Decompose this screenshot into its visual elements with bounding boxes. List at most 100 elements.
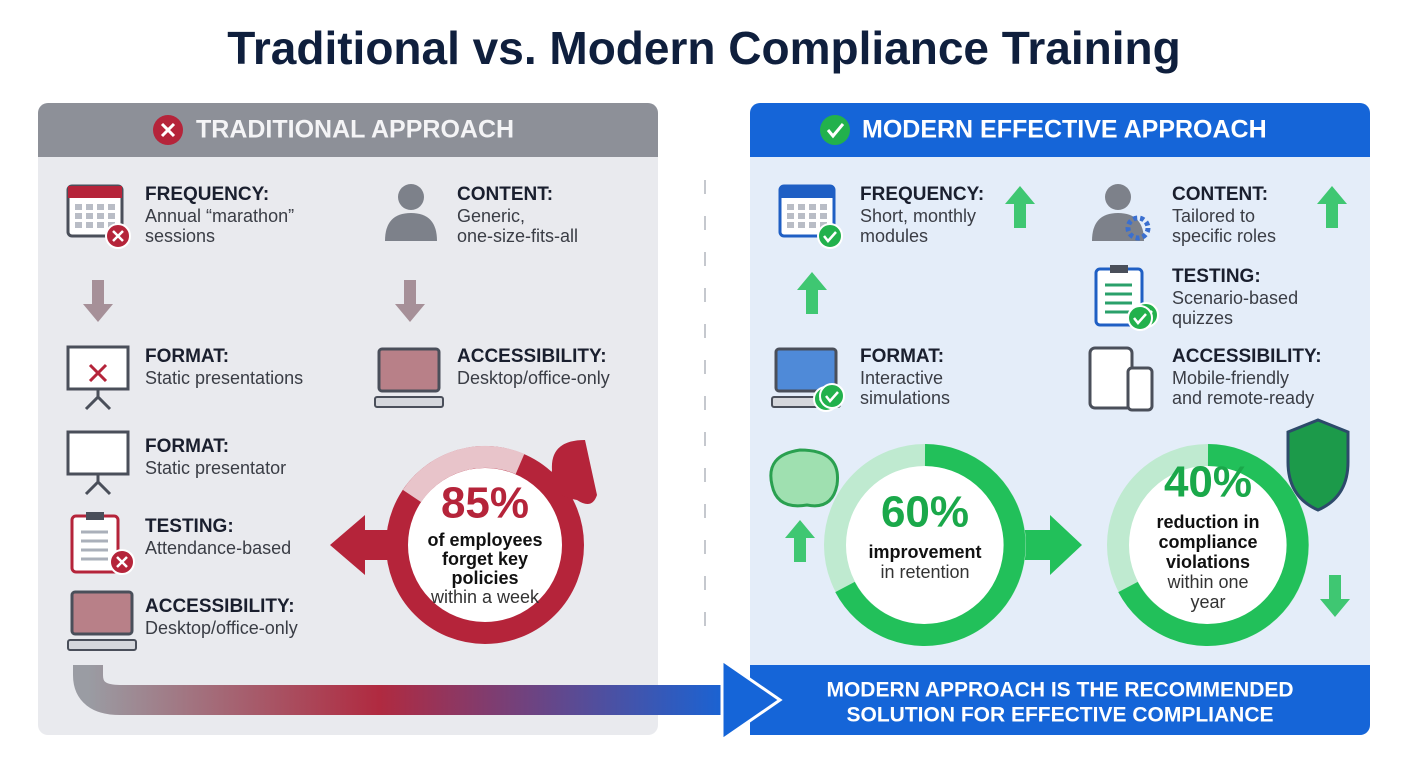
check-badge bbox=[825, 391, 839, 403]
item-text: Short, monthly bbox=[860, 206, 976, 226]
item-label: TESTING: bbox=[145, 516, 234, 537]
item-text: quizzes bbox=[1172, 308, 1233, 328]
stat-text: within one bbox=[1166, 572, 1248, 592]
stat-text: reduction in bbox=[1157, 512, 1260, 532]
check-badge bbox=[817, 223, 843, 249]
clipboard-icon bbox=[86, 512, 104, 520]
calendar-icon bbox=[68, 186, 122, 198]
phone-icon bbox=[1126, 366, 1154, 412]
item-text: Mobile-friendly bbox=[1172, 368, 1289, 388]
shield-icon bbox=[1286, 418, 1350, 512]
calendar-icon bbox=[787, 213, 794, 219]
item-text: Annual “marathon” bbox=[145, 206, 294, 226]
computer-icon bbox=[774, 347, 838, 393]
check-badge bbox=[823, 231, 837, 243]
stat-value: 85% bbox=[441, 479, 529, 528]
calendar-icon bbox=[798, 222, 805, 228]
item-text: Tailored to bbox=[1172, 206, 1255, 226]
calendar-icon bbox=[86, 213, 93, 219]
calendar-icon bbox=[97, 213, 104, 219]
item-text: Desktop/office-only bbox=[457, 368, 610, 388]
calendar-icon bbox=[787, 222, 794, 228]
item-text: specific roles bbox=[1172, 226, 1276, 246]
item-label: FORMAT: bbox=[145, 346, 229, 367]
x-badge bbox=[116, 556, 128, 568]
person-icon bbox=[398, 184, 424, 210]
stat-ring-light bbox=[402, 445, 525, 503]
calendar-icon bbox=[798, 204, 805, 210]
calendar-icon bbox=[809, 204, 816, 210]
stat-text: year bbox=[1190, 592, 1225, 612]
item-text: one-size-fits-all bbox=[457, 226, 578, 246]
calendar-icon bbox=[75, 204, 82, 210]
calendar-icon bbox=[809, 222, 816, 228]
calendar-icon bbox=[820, 204, 827, 210]
item-label: TESTING: bbox=[1172, 266, 1261, 287]
board-icon bbox=[66, 430, 130, 476]
board-icon bbox=[66, 345, 130, 391]
computer-icon bbox=[374, 396, 444, 408]
item-text: and remote-ready bbox=[1172, 388, 1314, 408]
modern-header-bar bbox=[750, 103, 1370, 157]
x-badge bbox=[112, 230, 124, 242]
item-label: ACCESSIBILITY: bbox=[1172, 346, 1322, 367]
check-badge bbox=[1127, 305, 1153, 331]
stat-text: in retention bbox=[880, 562, 969, 582]
check-icon bbox=[826, 123, 845, 139]
calendar-icon bbox=[787, 204, 794, 210]
calendar-icon bbox=[86, 204, 93, 210]
calendar-icon bbox=[820, 213, 827, 219]
check-badge bbox=[819, 383, 845, 409]
clipboard-icon bbox=[1110, 265, 1128, 273]
item-text: Generic, bbox=[457, 206, 525, 226]
person-icon bbox=[1105, 184, 1131, 210]
item-label: CONTENT: bbox=[457, 184, 553, 205]
arrow-icon bbox=[83, 280, 113, 322]
brain-icon bbox=[769, 448, 840, 508]
title: Traditional vs. Modern Compliance Traini… bbox=[227, 22, 1180, 74]
tablet-icon bbox=[1088, 346, 1134, 410]
stat-text: of employees bbox=[427, 530, 542, 550]
item-text: Static presentations bbox=[145, 368, 303, 388]
item-text: Interactive bbox=[860, 368, 943, 388]
brain-icon bbox=[551, 440, 597, 504]
item-text: Scenario-based bbox=[1172, 288, 1298, 308]
stat-text: policies bbox=[451, 568, 518, 588]
item-label: ACCESSIBILITY: bbox=[457, 346, 607, 367]
item-text: Attendance-based bbox=[145, 538, 291, 558]
stat-text: within a week bbox=[430, 587, 540, 607]
stat-text: compliance bbox=[1158, 532, 1257, 552]
modern-panel bbox=[750, 103, 1370, 735]
modern-header: MODERN EFFECTIVE APPROACH bbox=[862, 116, 1267, 144]
calendar-icon bbox=[97, 204, 104, 210]
gear-icon bbox=[1125, 215, 1151, 241]
arrow-icon bbox=[1320, 575, 1350, 617]
stat-text: violations bbox=[1166, 552, 1250, 572]
calendar-icon bbox=[108, 213, 115, 219]
calendar-icon bbox=[780, 186, 834, 198]
board-icon bbox=[84, 389, 112, 411]
calendar-icon bbox=[798, 213, 805, 219]
calendar-icon bbox=[86, 222, 93, 228]
flow-arrowhead bbox=[720, 657, 783, 743]
calendar-icon bbox=[97, 222, 104, 228]
traditional-header-bar bbox=[38, 103, 658, 157]
computer-icon bbox=[67, 639, 137, 651]
item-label: FORMAT: bbox=[860, 346, 944, 367]
check-icon bbox=[820, 115, 850, 145]
item-label: FREQUENCY: bbox=[860, 184, 984, 205]
stat-value: 60% bbox=[881, 488, 969, 537]
calendar-icon bbox=[75, 213, 82, 219]
banner-line: SOLUTION FOR EFFECTIVE COMPLIANCE bbox=[846, 704, 1273, 727]
calendar-icon bbox=[75, 222, 82, 228]
item-text: Desktop/office-only bbox=[145, 618, 298, 638]
stat-text: forget key bbox=[442, 549, 528, 569]
x-icon bbox=[160, 122, 176, 138]
item-label: FREQUENCY: bbox=[145, 184, 269, 205]
board-icon bbox=[84, 474, 112, 496]
computer-icon bbox=[70, 590, 134, 636]
item-label: ACCESSIBILITY: bbox=[145, 596, 295, 617]
calendar-icon bbox=[809, 213, 816, 219]
green-arrow bbox=[1020, 515, 1082, 575]
